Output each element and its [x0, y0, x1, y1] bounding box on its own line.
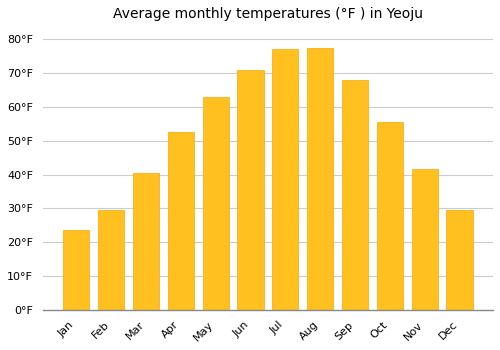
Bar [168, 132, 194, 310]
Bar [133, 173, 159, 310]
Bar [446, 210, 472, 310]
Bar [342, 80, 368, 310]
Bar [272, 49, 298, 310]
Bar [377, 122, 403, 310]
Bar [412, 169, 438, 310]
Bar [238, 70, 264, 310]
Bar [98, 210, 124, 310]
Bar [63, 230, 90, 310]
Bar [307, 48, 333, 310]
Bar [202, 97, 228, 310]
Title: Average monthly temperatures (°F ) in Yeoju: Average monthly temperatures (°F ) in Ye… [113, 7, 423, 21]
